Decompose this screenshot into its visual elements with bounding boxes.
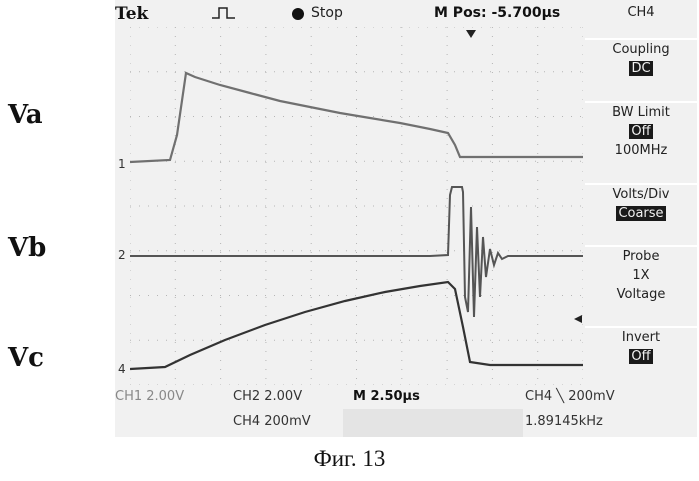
oscilloscope-display: Tek Stop M Pos: -5.700μs 1 2 4 CH4 Coupl… [115, 0, 697, 437]
status-trigger: CH4 ╲ 200mV [525, 389, 615, 404]
channel-marker-1: 1 [118, 157, 126, 171]
menu-bw-limit-value: Off [629, 124, 652, 139]
menu-probe-attenuation: 1X [585, 266, 697, 285]
menu-volts-div-label: Volts/Div [585, 185, 697, 204]
run-state: Stop [311, 5, 343, 21]
menu-invert-value: Off [629, 349, 652, 364]
menu-bw-limit-extra: 100MHz [585, 141, 697, 160]
menu-invert-label: Invert [585, 328, 697, 347]
menu-bw-limit-label: BW Limit [585, 103, 697, 122]
top-bar: Tek Stop M Pos: -5.700μs [115, 0, 583, 27]
label-vc: Vc [8, 343, 44, 373]
status-bar: CH1 2.00V CH2 2.00V CH4 200mV M 2.50μs C… [115, 385, 583, 437]
figure-caption: Фиг. 13 [0, 446, 699, 472]
menu-bw-limit[interactable]: BW Limit Off 100MHz [585, 101, 697, 160]
menu-invert[interactable]: Invert Off [585, 326, 697, 366]
status-ch4: CH4 200mV [233, 414, 311, 429]
menu-probe-type: Voltage [585, 285, 697, 304]
menu-probe[interactable]: Probe 1X Voltage [585, 245, 697, 304]
channel-marker-2: 2 [118, 248, 126, 262]
menu-probe-label: Probe [585, 247, 697, 266]
waveform-screen [130, 27, 583, 385]
trigger-level-icon [573, 314, 583, 324]
status-frequency: 1.89145kHz [525, 414, 603, 429]
status-ch2: CH2 2.00V [233, 389, 302, 404]
label-vb: Vb [8, 233, 46, 263]
menu-title: CH4 [585, 5, 697, 20]
brand-logo: Tek [115, 4, 148, 24]
run-state-icon [292, 8, 304, 20]
graticule [130, 27, 583, 385]
status-timebase: M 2.50μs [353, 389, 420, 404]
frequency-box [343, 409, 523, 437]
trigger-position-icon [466, 30, 476, 38]
trace-vc [130, 282, 583, 369]
menu-volts-div[interactable]: Volts/Div Coarse [585, 183, 697, 223]
m-pos: M Pos: -5.700μs [434, 5, 560, 21]
channel-marker-4: 4 [118, 362, 126, 376]
menu-coupling-label: Coupling [585, 40, 697, 59]
pulse-icon [212, 6, 236, 20]
side-menu: CH4 Coupling DC BW Limit Off 100MHz Volt… [585, 0, 697, 437]
menu-coupling-value: DC [629, 61, 652, 76]
status-ch1: CH1 2.00V [115, 389, 184, 404]
menu-coupling[interactable]: Coupling DC [585, 38, 697, 78]
menu-volts-div-value: Coarse [616, 206, 665, 221]
label-va: Va [8, 100, 43, 130]
